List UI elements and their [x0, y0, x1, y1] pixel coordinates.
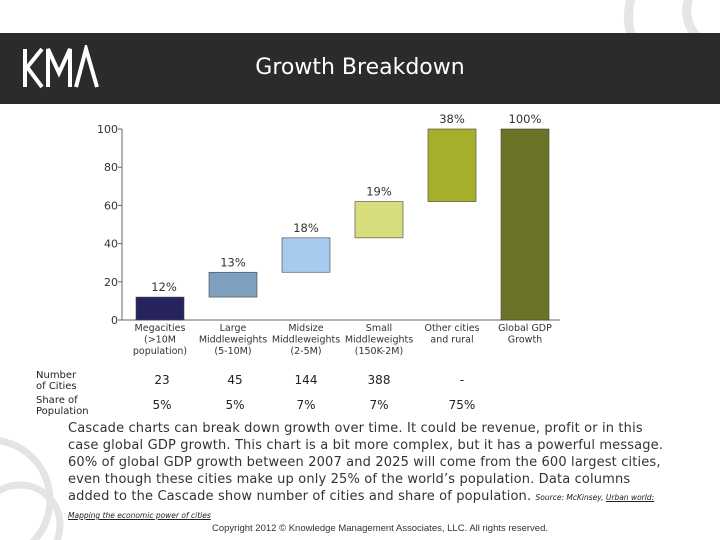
category-label: Other cities	[424, 323, 479, 334]
waterfall-chart: 0 20 40 60 80 100 12% 13% 18% 19% 38% 100% Megacitie…	[97, 112, 560, 357]
source-prefix: Source: McKinsey,	[535, 493, 604, 502]
table-cell: 23	[154, 373, 170, 387]
table-row-label-line: Number	[36, 370, 77, 381]
table-row-label-line: Population	[36, 406, 89, 417]
table-cell: 7%	[296, 398, 316, 412]
category-label: (5-10M)	[214, 346, 251, 357]
y-tick-label: 80	[104, 161, 118, 174]
description-text: Cascade charts can break down growth ove…	[68, 420, 668, 524]
category-label: Middleweights	[272, 335, 340, 346]
table-cell: 75%	[448, 398, 476, 412]
category-label: and rural	[430, 335, 473, 346]
y-tick-label: 40	[104, 238, 118, 251]
bar-1	[135, 296, 185, 321]
data-label: 38%	[439, 112, 465, 126]
source-link[interactable]: Urban world: Mapping the economic power …	[68, 493, 655, 520]
category-label: Growth	[508, 335, 542, 346]
source-note: Source: McKinsey, Urban world: Mapping t…	[68, 493, 654, 520]
bar-5	[427, 128, 477, 202]
category-label: Middleweights	[345, 335, 413, 346]
table-cell: 388	[367, 373, 391, 387]
category-label: Small	[366, 323, 392, 334]
category-label: Middleweights	[199, 335, 267, 346]
data-label: 18%	[293, 221, 319, 235]
description-body: Cascade charts can break down growth ove…	[68, 421, 664, 504]
y-tick-label: 0	[111, 314, 118, 327]
y-tick-label: 60	[104, 199, 118, 212]
data-label: 13%	[220, 255, 246, 269]
table-row-label-line: of Cities	[36, 381, 77, 392]
data-label: 100%	[509, 112, 542, 126]
category-label: Megacities	[135, 323, 186, 334]
bar-3	[281, 237, 331, 273]
table-cell: 5%	[152, 398, 172, 412]
bar-4	[354, 201, 404, 239]
category-label: Midsize	[288, 323, 323, 334]
table-row-label: Number of Cities	[36, 370, 77, 392]
category-label: population)	[133, 346, 187, 357]
y-tick-label: 20	[104, 276, 118, 289]
y-tick-label: 100	[97, 123, 118, 136]
bar-6	[500, 128, 550, 321]
kma-logo	[23, 45, 99, 89]
data-label: 19%	[366, 185, 392, 199]
table-cell: 5%	[225, 398, 245, 412]
table-cell: 7%	[369, 398, 389, 412]
data-label: 12%	[151, 280, 177, 294]
table-row-label-line: Share of	[36, 395, 78, 406]
table-cell: -	[459, 373, 465, 387]
category-label: (150K-2M)	[355, 346, 403, 357]
copyright-text: Copyright 2012 © Knowledge Management As…	[212, 523, 548, 534]
category-label: (>10M	[144, 335, 176, 346]
table-cell: 45	[227, 373, 243, 387]
header-bar	[0, 33, 720, 104]
table-cell: 144	[294, 373, 318, 387]
category-label: (2-5M)	[290, 346, 321, 357]
table-row-label: Share of Population	[36, 395, 89, 417]
bar-2	[208, 271, 258, 298]
category-label: Global GDP	[498, 323, 552, 334]
page-title: Growth Breakdown	[255, 55, 465, 80]
category-label: Large	[220, 323, 247, 334]
